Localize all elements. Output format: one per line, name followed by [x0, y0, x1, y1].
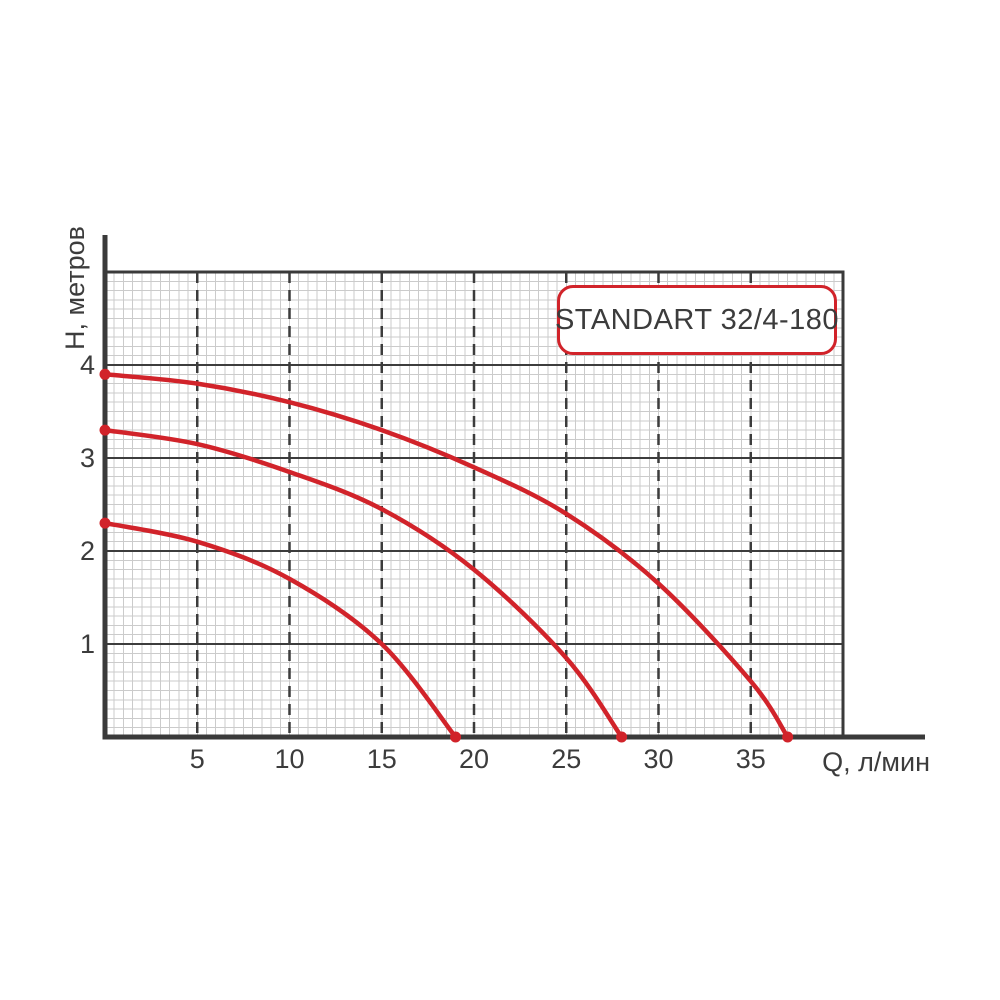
x-tick-label: 30 [643, 744, 673, 774]
curve-end-dot [616, 731, 628, 743]
plot-border [105, 270, 845, 737]
pump-model-badge-text: STANDART 32/4-180 [554, 303, 840, 336]
x-tick-label: 10 [274, 744, 304, 774]
x-tick-label: 5 [190, 744, 205, 774]
y-tick-label: 4 [80, 350, 95, 380]
x-tick-label: 25 [551, 744, 581, 774]
curve-end-dot [782, 731, 794, 743]
pump-curve-curve-low [102, 520, 458, 740]
pump-curves [102, 372, 790, 740]
pump-curve-curve-mid [102, 427, 624, 740]
pump-model-badge: STANDART 32/4-180 [554, 285, 840, 355]
tick-labels: 5 10 15 20 25 30 35 1 2 3 4 [80, 350, 766, 774]
x-tick-label: 35 [736, 744, 766, 774]
y-axis-label: H, метров [60, 226, 90, 350]
x-tick-label: 20 [459, 744, 489, 774]
curve-start-dot [99, 424, 111, 436]
x-axis-label: Q, л/мин [822, 747, 930, 777]
y-tick-label: 2 [80, 536, 95, 566]
y-tick-label: 3 [80, 443, 95, 473]
x-tick-label: 15 [367, 744, 397, 774]
y-tick-label: 1 [80, 629, 95, 659]
pump-curve-curve-high [102, 372, 790, 740]
curve-endpoint-dots [99, 368, 794, 743]
curve-start-dot [99, 517, 111, 529]
curve-end-dot [450, 731, 462, 743]
curve-start-dot [99, 368, 111, 380]
